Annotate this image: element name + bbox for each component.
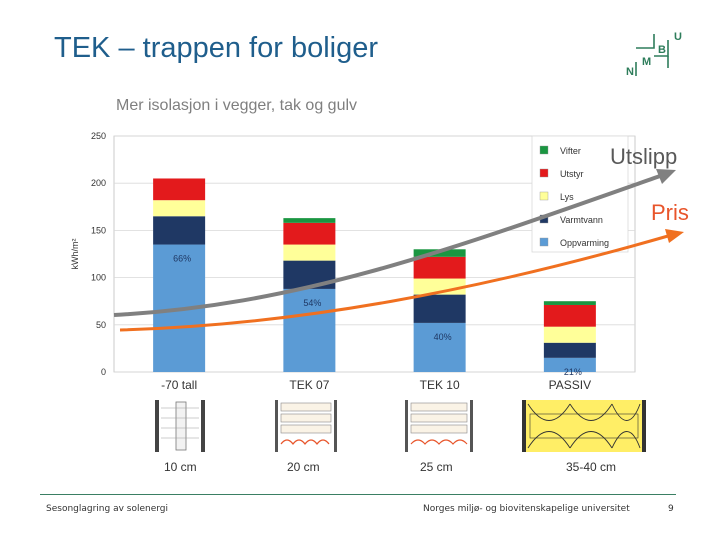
x-tick-label: TEK 10 <box>420 378 460 392</box>
bar-segment-lys <box>153 200 206 217</box>
y-tick-label: 50 <box>96 320 106 330</box>
chart-title: Mer isolasjon i vegger, tak og gulv <box>116 97 357 114</box>
logo-letter-b: B <box>658 44 666 56</box>
bar-segment-vifter <box>543 301 596 305</box>
legend-label: Varmtvann <box>560 215 603 225</box>
utslipp-arrowhead <box>656 169 676 184</box>
legend-label: Oppvarming <box>560 238 609 248</box>
y-tick-label: 200 <box>91 178 106 188</box>
slide-title: TEK – trappen for boliger <box>54 32 379 64</box>
x-tick-label: TEK 07 <box>289 378 329 392</box>
bar-segment-varmtvann <box>543 342 596 358</box>
wall-section-passiv <box>522 400 646 452</box>
bar-percent-label: 54% <box>303 298 321 308</box>
x-tick-label: -70 tall <box>161 378 197 392</box>
bar-segment-utstyr <box>153 178 206 201</box>
wall-section-tek10 <box>405 400 473 452</box>
legend-swatch <box>539 168 549 178</box>
insulation-label-tek07: 20 cm <box>287 460 320 474</box>
bar-segment-oppvarming <box>543 357 596 372</box>
insulation-label-tek10: 25 cm <box>420 460 453 474</box>
wall-section-70-tall <box>155 400 205 452</box>
legend-swatch <box>539 145 549 155</box>
insulation-label-70-tall: 10 cm <box>164 460 197 474</box>
logo-letter-m: M <box>642 56 651 68</box>
bar-percent-label: 66% <box>173 254 191 264</box>
footer-divider <box>40 494 676 495</box>
bar-segment-varmtvann <box>413 294 466 323</box>
pris-arrowhead <box>665 229 684 243</box>
nmbu-logo: U B M N <box>626 31 682 78</box>
legend-label: Lys <box>560 192 574 202</box>
y-tick-label: 150 <box>91 225 106 235</box>
bar-segment-oppvarming <box>283 288 336 372</box>
y-tick-label: 0 <box>101 367 106 377</box>
y-tick-label: 100 <box>91 273 106 283</box>
y-axis-label: kWh/m² <box>70 239 80 270</box>
utslipp-label: Utslipp <box>610 144 677 169</box>
bar-percent-label: 40% <box>434 332 452 342</box>
legend-swatch <box>539 237 549 247</box>
logo-letter-u: U <box>674 31 682 43</box>
pris-trend-line <box>119 234 669 332</box>
pris-label: Pris <box>651 200 689 225</box>
bar-segment-varmtvann <box>153 216 206 245</box>
bar-segment-oppvarming <box>413 322 466 372</box>
bar-segment-vifter <box>283 218 336 223</box>
legend-label: Utstyr <box>560 169 584 179</box>
insulation-label-passiv: 35-40 cm <box>566 460 617 474</box>
bar-percent-label: 21% <box>564 367 582 377</box>
footer-presentation-title: Sesonglagring av solenergi <box>46 504 169 514</box>
x-tick-label: PASSIV <box>549 378 591 392</box>
wall-section-tek07 <box>275 400 337 452</box>
legend-swatch <box>539 191 549 201</box>
page-number: 9 <box>668 504 674 514</box>
bar-segment-lys <box>543 326 596 343</box>
legend-label: Vifter <box>560 146 581 156</box>
bar-segment-utstyr <box>543 304 596 327</box>
footer-university-name: Norges miljø- og biovitenskapelige unive… <box>423 504 630 514</box>
bar-segment-lys <box>283 244 336 261</box>
bar-segment-utstyr <box>283 222 336 245</box>
logo-letter-n: N <box>626 66 634 78</box>
utslipp-trend-line <box>113 174 661 317</box>
y-tick-label: 250 <box>91 131 106 141</box>
bar-segment-utstyr <box>413 256 466 279</box>
